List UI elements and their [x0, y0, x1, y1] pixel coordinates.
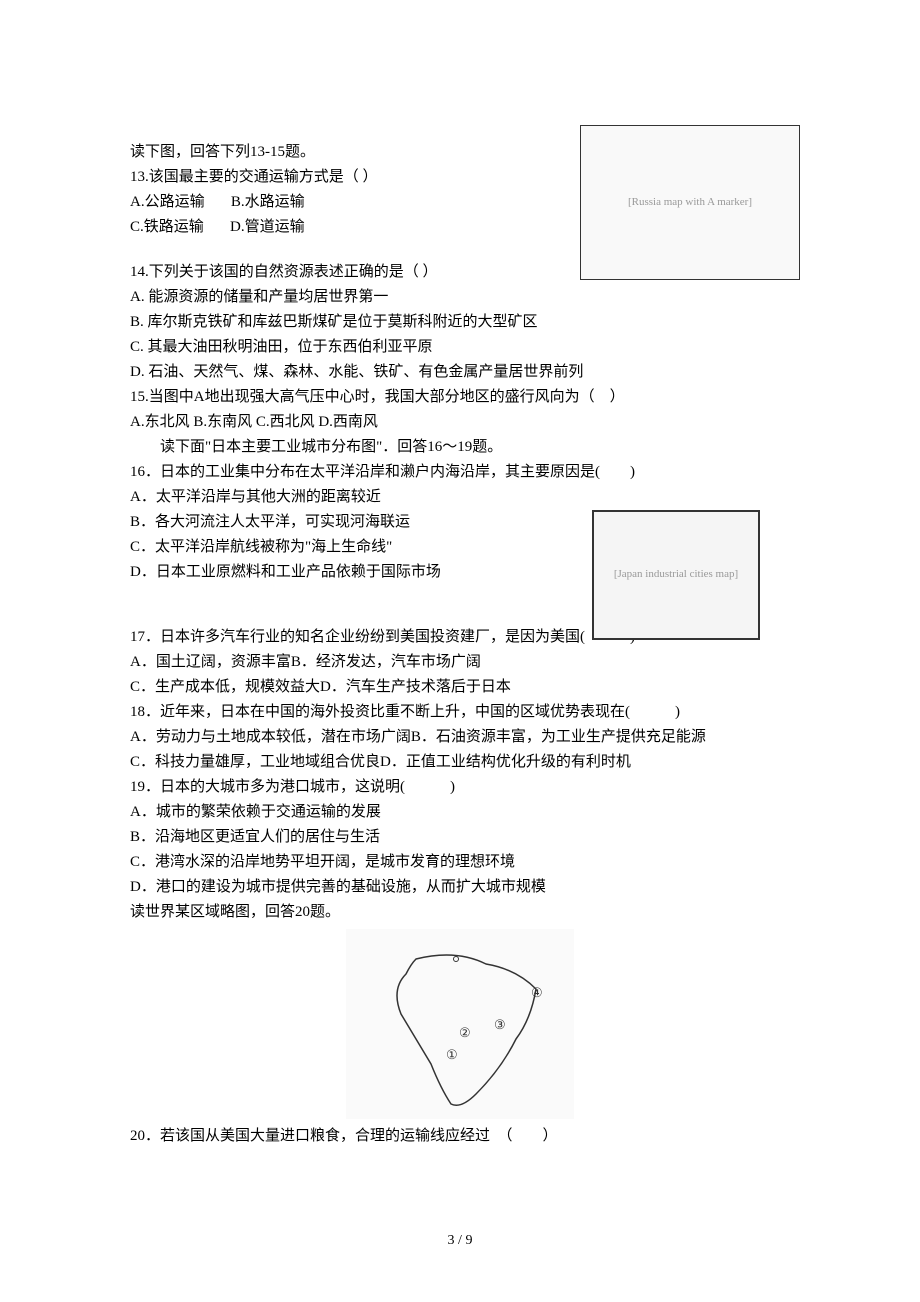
- q13-stem: 13.该国最主要的交通运输方式是（ ）: [130, 165, 470, 189]
- russia-map-figure: [Russia map with A marker]: [580, 125, 800, 280]
- q20-stem: 20．若该国从美国大量进口粮食，合理的运输线应经过 （ ）: [130, 1124, 790, 1148]
- q14-optA: A. 能源资源的储量和产量均居世界第一: [130, 285, 790, 309]
- q17-optCD: C．生产成本低，规模效益大D．汽车生产技术落后于日本: [130, 675, 790, 699]
- q14-optD: D. 石油、天然气、煤、森林、水能、铁矿、有色金属产量居世界前列: [130, 360, 790, 384]
- q15-stem: 15.当图中A地出现强大高气压中心时，我国大部分地区的盛行风向为（ ）: [130, 385, 790, 409]
- intro-16-19: 读下面"日本主要工业城市分布图"．回答16～19题。: [130, 435, 790, 459]
- q15-opts: A.东北风 B.东南风 C.西北风 D.西南风: [130, 410, 790, 434]
- q16-optA: A．太平洋沿岸与其他大洲的距离较近: [130, 485, 790, 509]
- q18-optAB: A．劳动力与土地成本较低，潜在市场广阔B．石油资源丰富，为工业生产提供充足能源: [130, 725, 790, 749]
- q13-options-row1: A.公路运输 B.水路运输: [130, 190, 470, 214]
- india-map-figure: ① ② ③ ④: [346, 929, 574, 1119]
- page-number: 3 / 9: [448, 1230, 473, 1252]
- q13-optA: A.公路运输: [130, 194, 205, 210]
- q19-optC: C．港湾水深的沿岸地势平坦开阔，是城市发育的理想环境: [130, 850, 790, 874]
- q16-stem: 16．日本的工业集中分布在太平洋沿岸和濑户内海沿岸，其主要原因是( ): [130, 460, 790, 484]
- q13-optC: C.铁路运输: [130, 219, 204, 235]
- q13-optB: B.水路运输: [231, 194, 305, 210]
- svg-text:④: ④: [531, 985, 543, 1000]
- q19-optD: D．港口的建设为城市提供完善的基础设施，从而扩大城市规模: [130, 875, 790, 899]
- q19-optB: B．沿海地区更适宜人们的居住与生活: [130, 825, 790, 849]
- q17-optAB: A．国土辽阔，资源丰富B．经济发达，汽车市场广阔: [130, 650, 790, 674]
- q19-optA: A．城市的繁荣依赖于交通运输的发展: [130, 800, 790, 824]
- q14-optB: B. 库尔斯克铁矿和库兹巴斯煤矿是位于莫斯科附近的大型矿区: [130, 310, 790, 334]
- intro-13-15: 读下图，回答下列13-15题。: [130, 140, 470, 164]
- japan-map-figure: [Japan industrial cities map]: [592, 510, 760, 640]
- q18-stem: 18．近年来，日本在中国的海外投资比重不断上升，中国的区域优势表现在( ): [130, 700, 790, 724]
- svg-text:①: ①: [446, 1047, 458, 1062]
- q19-stem: 19．日本的大城市多为港口城市，这说明( ): [130, 775, 790, 799]
- q13-optD: D.管道运输: [230, 219, 305, 235]
- q13-options-row2: C.铁路运输 D.管道运输: [130, 215, 470, 239]
- q18-optCD: C．科技力量雄厚，工业地域组合优良D．正值工业结构优化升级的有利时机: [130, 750, 790, 774]
- intro-20: 读世界某区域略图，回答20题。: [130, 900, 790, 924]
- q14-optC: C. 其最大油田秋明油田，位于东西伯利亚平原: [130, 335, 790, 359]
- svg-text:③: ③: [494, 1017, 506, 1032]
- svg-text:②: ②: [459, 1025, 471, 1040]
